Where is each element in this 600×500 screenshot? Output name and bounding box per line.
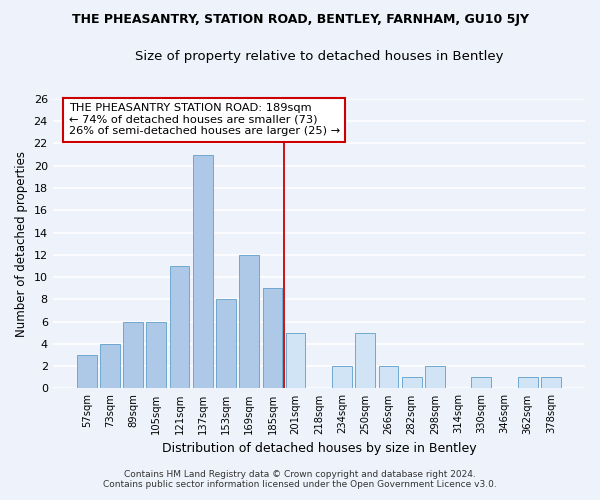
Text: THE PHEASANTRY STATION ROAD: 189sqm
← 74% of detached houses are smaller (73)
26: THE PHEASANTRY STATION ROAD: 189sqm ← 74… xyxy=(68,103,340,136)
Y-axis label: Number of detached properties: Number of detached properties xyxy=(15,150,28,336)
Text: THE PHEASANTRY, STATION ROAD, BENTLEY, FARNHAM, GU10 5JY: THE PHEASANTRY, STATION ROAD, BENTLEY, F… xyxy=(71,12,529,26)
Title: Size of property relative to detached houses in Bentley: Size of property relative to detached ho… xyxy=(134,50,503,63)
Bar xyxy=(216,300,236,388)
Text: Contains HM Land Registry data © Crown copyright and database right 2024.
Contai: Contains HM Land Registry data © Crown c… xyxy=(103,470,497,489)
Bar xyxy=(286,332,305,388)
Bar xyxy=(193,154,212,388)
Bar xyxy=(239,255,259,388)
Bar xyxy=(123,322,143,388)
Bar xyxy=(402,378,422,388)
Bar xyxy=(541,378,561,388)
X-axis label: Distribution of detached houses by size in Bentley: Distribution of detached houses by size … xyxy=(161,442,476,455)
Bar xyxy=(518,378,538,388)
Bar xyxy=(77,355,97,388)
Bar xyxy=(170,266,190,388)
Bar xyxy=(355,332,375,388)
Bar xyxy=(146,322,166,388)
Bar xyxy=(332,366,352,388)
Bar xyxy=(472,378,491,388)
Bar xyxy=(263,288,282,388)
Bar xyxy=(100,344,120,389)
Bar xyxy=(379,366,398,388)
Bar xyxy=(425,366,445,388)
